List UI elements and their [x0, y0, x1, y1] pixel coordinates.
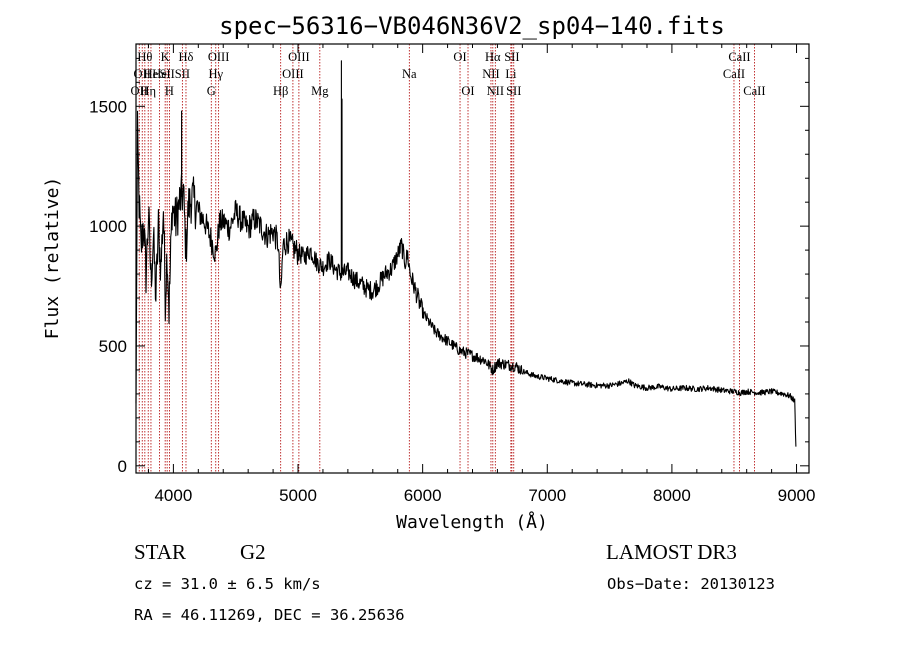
- annotation-label: OI: [453, 50, 466, 64]
- observation-date: Obs−Date: 20130123: [607, 575, 775, 593]
- x-tick-label: 7000: [528, 486, 566, 505]
- annotation-label: Hγ: [208, 67, 223, 81]
- y-tick-label: 1500: [89, 97, 127, 116]
- annotation-label: He: [152, 67, 167, 81]
- object-class: STAR: [134, 540, 186, 564]
- y-tick-label: 0: [118, 457, 127, 476]
- annotation-labels: OIIOIIHθHηHeHeKSIIHSIIHδGHγOIIIHβOIIIOII…: [131, 50, 766, 98]
- annotation-label: NII: [487, 84, 504, 98]
- plot-frame: [135, 43, 810, 474]
- annotation-label: Hθ: [137, 50, 152, 64]
- coordinates: RA = 46.11269, DEC = 36.25636: [134, 606, 405, 624]
- x-axis-label: Wavelength (Å): [396, 511, 548, 533]
- annotation-label: SII: [175, 67, 190, 81]
- annotation-label: OI: [461, 84, 474, 98]
- redshift-cz: cz = 31.0 ± 6.5 km/s: [134, 575, 321, 593]
- annotation-label: He: [144, 67, 159, 81]
- y-tick-label: 500: [99, 337, 127, 356]
- annotation-label: H: [165, 84, 174, 98]
- annotation-label: Hη: [140, 84, 156, 98]
- annotation-label: OIII: [208, 50, 230, 64]
- y-tick-label: 1000: [89, 217, 127, 236]
- annotation-label: CaII: [743, 84, 765, 98]
- spectrum-line: [135, 60, 797, 447]
- annotation-label: Na: [402, 67, 417, 81]
- survey-name: LAMOST DR3: [606, 540, 737, 564]
- x-tick-label: 4000: [154, 486, 192, 505]
- chart-title: spec−56316−VB046N36V2_sp04−140.fits: [219, 12, 725, 40]
- annotation-label: G: [207, 84, 216, 98]
- annotation-label: SII: [160, 67, 175, 81]
- annotation-label: Mg: [311, 84, 329, 98]
- annotation-label: OII: [134, 67, 151, 81]
- annotation-label: Hα: [485, 50, 501, 64]
- axis-ticks: 4000 5000 6000 7000 8000 9000 0 500 1000 1500: [89, 44, 815, 505]
- annotation-label: SII: [506, 84, 521, 98]
- annotation-label: CaII: [723, 67, 745, 81]
- x-tick-label: 6000: [404, 486, 442, 505]
- x-tick-label: 5000: [279, 486, 317, 505]
- annotation-lines: [138, 44, 755, 473]
- annotation-label: CaII: [728, 50, 750, 64]
- annotation-label: OIII: [288, 50, 310, 64]
- annotation-label: OII: [131, 84, 148, 98]
- x-tick-label: 9000: [778, 486, 816, 505]
- annotation-label: NII: [482, 67, 499, 81]
- x-tick-label: 8000: [653, 486, 691, 505]
- annotation-label: OIII: [282, 67, 304, 81]
- annotation-label: Hδ: [179, 50, 194, 64]
- y-axis-label: Flux (relative): [42, 177, 63, 340]
- annotation-label: Li: [505, 67, 517, 81]
- annotation-label: Hβ: [273, 84, 288, 98]
- annotation-label: SII: [504, 50, 519, 64]
- annotation-label: K: [161, 50, 170, 64]
- object-subclass: G2: [240, 540, 266, 564]
